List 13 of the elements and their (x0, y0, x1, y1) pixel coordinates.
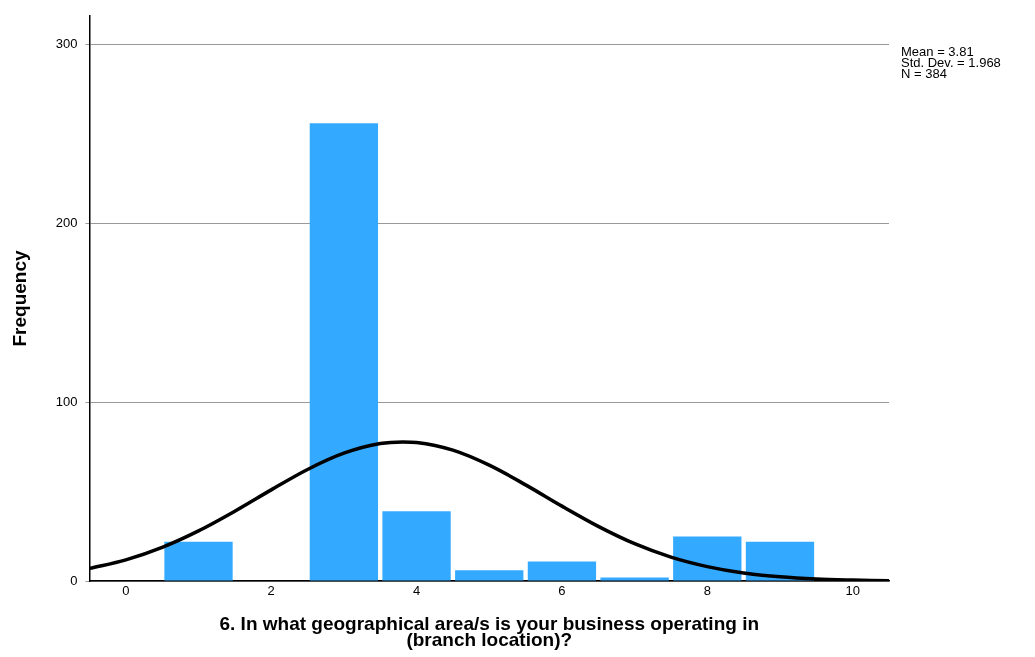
y-tick-label: 0 (70, 572, 78, 588)
text: Mean = 3.81 (901, 43, 974, 59)
x-tick-label: 4 (412, 583, 421, 599)
x-tick-label: 0 (122, 583, 130, 599)
x-tick-label: 10 (845, 583, 860, 599)
x-tick-label: 2 (267, 583, 275, 599)
y-tick-label: 200 (55, 214, 78, 230)
y-axis-title: Frequency (8, 249, 30, 347)
x-tick-label: 8 (703, 583, 711, 599)
x-axis-title: 6. In what geographical area/s is your business operating in (branch location)? (219, 613, 760, 651)
y-tick-label: 100 (55, 393, 78, 409)
x-tick-label: 6 (558, 583, 566, 599)
y-tick-label: 300 (55, 36, 78, 51)
